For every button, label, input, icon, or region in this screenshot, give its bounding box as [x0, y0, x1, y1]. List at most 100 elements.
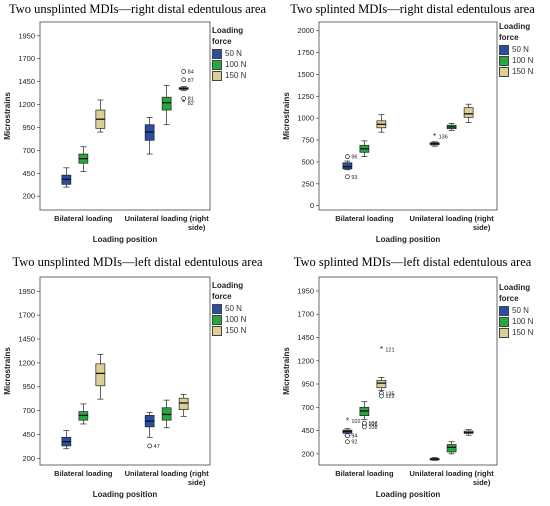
chart-plot: 200 450 700 950 1200 1450 1700 1950 Microstrains… [3, 21, 211, 244]
legend-swatch [212, 325, 222, 336]
outlier-label: 94 [351, 434, 357, 440]
y-tick-label: 1200 [297, 356, 314, 365]
x-axis-label: Loading position [93, 490, 158, 499]
legend-item-50n: 50 N [212, 303, 246, 314]
chart-legend: Loading force 50 N 100 N 150 N [499, 283, 533, 338]
legend-title-line2: force [499, 33, 519, 42]
y-tick-label: 200 [22, 192, 35, 201]
box [178, 397, 189, 410]
y-tick-label: 500 [301, 157, 314, 166]
box [161, 96, 172, 111]
outlier-label: 93 [351, 175, 357, 181]
legend-swatch [499, 327, 509, 338]
chart-plot: 200 450 700 950 1200 1450 1700 1950 Microstrains… [3, 276, 211, 499]
y-tick-label: 250 [301, 179, 314, 188]
chart-legend: Loading force 50 N 100 N 150 N [499, 22, 533, 77]
y-tick-label: 1450 [18, 335, 35, 344]
outlier-marker [345, 439, 350, 445]
y-axis-label: Microstrains [3, 347, 12, 395]
legend-item-150n: 150 N [499, 66, 533, 77]
chart-legend: Loading force 50 N 100 N 150 N [212, 281, 246, 336]
y-tick-label: 950 [301, 380, 314, 389]
outlier-label: 136 [439, 135, 448, 141]
legend-title-line1: Loading [499, 22, 531, 31]
chart-plot: 0 250 500 750 1000 1250 1500 1750 2000 Microstrai… [282, 21, 498, 244]
outlier-marker: * [346, 416, 349, 425]
outlier-marker [181, 96, 186, 101]
legend-swatch [499, 305, 509, 316]
y-tick-label: 200 [301, 449, 314, 458]
outlier-marker [345, 433, 350, 439]
x-tick-label: side) [473, 223, 491, 232]
legend-swatch [212, 314, 222, 325]
x-tick-label: Unilateral loading (right [410, 469, 495, 478]
legend-swatch [212, 303, 222, 314]
y-axis-label: Microstrains [3, 92, 12, 140]
y-tick-label: 1950 [18, 287, 35, 296]
legend-item-100n: 100 N [212, 314, 246, 325]
y-tick-label: 1700 [18, 54, 35, 63]
x-tick-label: side) [473, 478, 491, 487]
y-tick-label: 1200 [18, 100, 35, 109]
x-tick-label: Unilateral loading (right [410, 214, 495, 223]
outlier-label: 82 [188, 101, 194, 107]
legend-label: 150 N [225, 71, 247, 80]
outlier-marker: * [182, 99, 185, 108]
chart-panel-3: Two unsplinted MDIs—left distal edentulo… [0, 253, 275, 506]
box [376, 379, 387, 389]
legend-title-line2: force [499, 294, 519, 303]
outlier-marker [345, 154, 350, 160]
box [342, 162, 353, 170]
legend-label: 100 N [512, 56, 534, 65]
outlier-marker [147, 443, 152, 449]
y-tick-label: 450 [22, 430, 35, 439]
legend-label: 100 N [512, 317, 534, 326]
y-tick-label: 450 [301, 426, 314, 435]
legend-title-line1: Loading [499, 283, 531, 292]
legend-swatch [212, 48, 222, 59]
y-tick-label: 700 [22, 146, 35, 155]
outlier-marker [345, 174, 350, 180]
legend-title-line1: Loading [212, 26, 244, 35]
legend-item-150n: 150 N [212, 70, 246, 81]
outlier-marker [362, 420, 367, 426]
outlier-label: 87 [188, 78, 194, 84]
legend-title-line2: force [212, 37, 232, 46]
x-tick-label: Bilateral loading [54, 214, 113, 223]
outlier-label: 135 [385, 391, 394, 397]
box [463, 107, 474, 118]
outlier-label: 102 [351, 419, 360, 425]
outlier-label: 96 [351, 155, 357, 161]
legend-item-50n: 50 N [499, 44, 533, 55]
legend-swatch [499, 316, 509, 327]
legend-label: 50 N [225, 304, 242, 313]
legend-label: 100 N [225, 315, 247, 324]
chart-panel-2: Two splinted MDIs—right distal edentulou… [275, 0, 550, 253]
legend-item-50n: 50 N [499, 305, 533, 316]
legend-label: 150 N [512, 67, 534, 76]
y-tick-label: 1200 [18, 358, 35, 367]
y-tick-label: 1450 [18, 77, 35, 86]
x-axis-label: Loading position [93, 235, 158, 244]
chart-title: Two unsplinted MDIs—left distal edentulo… [12, 255, 263, 269]
outlier-label: 107 [368, 421, 377, 427]
chart-title: Two splinted MDIs—left distal edentulous… [293, 255, 532, 269]
y-tick-label: 1950 [18, 31, 35, 40]
legend-title-line2: force [212, 292, 232, 301]
y-tick-label: 1000 [297, 114, 314, 123]
plot-frame [39, 276, 211, 466]
outlier-label: 81 [188, 97, 194, 103]
y-tick-label: 950 [22, 123, 35, 132]
legend-swatch [499, 55, 509, 66]
x-tick-label: Bilateral loading [54, 469, 113, 478]
y-tick-label: 1450 [297, 333, 314, 342]
box [95, 363, 106, 387]
chart-title: Two splinted MDIs—right distal edentulou… [290, 2, 535, 16]
legend-swatch [212, 59, 222, 70]
outlier-label: 84 [188, 70, 194, 76]
chart-title: Two unsplinted MDIs—right distal edentul… [8, 2, 267, 16]
x-tick-label: side) [188, 478, 206, 487]
chart-panel-4: Two splinted MDIs—left distal edentulous… [275, 253, 550, 506]
outlier-label: 122 [385, 394, 394, 400]
y-tick-label: 200 [22, 454, 35, 463]
